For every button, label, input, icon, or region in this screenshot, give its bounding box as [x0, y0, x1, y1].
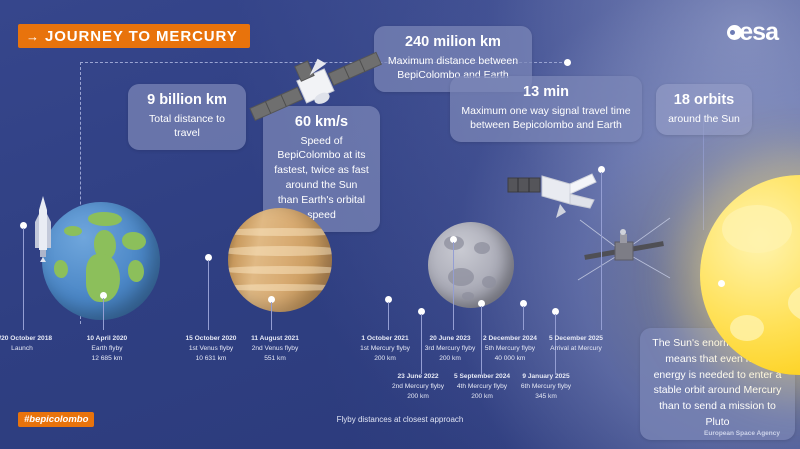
marker-stem	[103, 298, 104, 330]
info-box-value: 60 km/s	[294, 114, 349, 130]
marker-stem	[271, 302, 272, 330]
timeline-event: 2nd Venus flyby	[251, 344, 299, 352]
comms-line-vertical	[80, 62, 81, 324]
marker-stem	[523, 306, 524, 330]
timeline-date: 5 September 2024	[453, 373, 511, 380]
timeline-label-venus-2: 11 August 2021 2nd Venus flyby 551 km	[227, 334, 323, 364]
timeline-event: 4th Mercury flyby	[456, 382, 508, 390]
timeline-label-mercury-4: 5 September 2024 4th Mercury flyby 200 k…	[434, 372, 530, 402]
spacecraft-bepicolombo-icon	[249, 51, 382, 122]
timeline-date: 19/20 October 2018	[0, 335, 53, 342]
timeline-date: 2 December 2024	[483, 335, 537, 342]
timeline-distance: 200 km	[374, 354, 396, 362]
timeline-label-venus-1: 15 October 2020 1st Venus flyby 10 631 k…	[163, 334, 259, 364]
marker-stem	[453, 242, 454, 330]
timeline-event: 1st Mercury flyby	[360, 344, 410, 352]
timeline-distance: 200 km	[439, 354, 461, 362]
marker-dot-icon	[598, 166, 605, 173]
mercury-illustration	[428, 222, 514, 308]
timeline-date: 11 August 2021	[251, 335, 299, 342]
comms-line-endpoint-dot	[564, 59, 571, 66]
timeline-distance: 551 km	[264, 354, 286, 362]
timeline-date: 9 January 2025	[522, 373, 570, 380]
marker-dot-icon	[385, 296, 392, 303]
marker-stem	[555, 314, 556, 374]
info-box-orbits: 18 orbits around the Sun	[656, 84, 752, 136]
info-box-signal-time: 13 min Maximum one way signal travel tim…	[450, 76, 642, 143]
timeline-distance: 345 km	[535, 392, 557, 400]
timeline-label-mercury-5: 2 December 2024 5th Mercury flyby 40 000…	[462, 334, 558, 364]
timeline-label-mercury-3: 20 June 2023 3rd Mercury flyby 200 km	[402, 334, 498, 364]
rocket-icon	[35, 196, 51, 262]
venus-illustration	[228, 208, 332, 312]
timeline-distance: 10 631 km	[195, 354, 227, 362]
marker-dot-icon	[552, 308, 559, 315]
timeline-label-earth-flyby: 10 April 2020 Earth flyby 12 685 km	[59, 334, 155, 364]
marker-stem	[421, 314, 422, 374]
timeline-date: 1 October 2021	[361, 335, 409, 342]
timeline-event: 6th Mercury flyby	[520, 382, 572, 390]
timeline-label-launch: 19/20 October 2018 Launch	[0, 334, 70, 354]
marker-dot-icon	[20, 222, 27, 229]
timeline-label-mercury-1: 1 October 2021 1st Mercury flyby 200 km	[337, 334, 433, 364]
hashtag-badge: #bepicolombo	[18, 412, 95, 427]
marker-stem	[481, 306, 482, 374]
marker-dot-icon	[418, 308, 425, 315]
info-box-total-distance: 9 billion km Total distance to travel	[128, 84, 246, 151]
footnote-text: Flyby distances at closest approach	[336, 415, 464, 424]
timeline-date: 15 October 2020	[185, 335, 237, 342]
esa-logo-text: esa	[739, 18, 779, 46]
marker-stem	[601, 172, 602, 330]
spacecraft-mmo-icon	[577, 217, 671, 281]
timeline-date: 5 December 2025	[549, 335, 603, 342]
marker-stem	[23, 228, 24, 330]
marker-dot-icon	[450, 236, 457, 243]
timeline-event: Launch	[11, 344, 33, 352]
timeline-label-mercury-6: 9 January 2025 6th Mercury flyby 345 km	[498, 372, 594, 402]
info-box-value: 18 orbits	[673, 92, 735, 108]
esa-logo: esa	[727, 18, 779, 46]
timeline-distance: 200 km	[471, 392, 493, 400]
timeline-event: 3rd Mercury flyby	[424, 344, 476, 352]
info-box-caption: Speed of BepiColombo at its fastest, twi…	[274, 134, 369, 222]
timeline-distance: 12 685 km	[91, 354, 123, 362]
timeline-date: 10 April 2020	[86, 335, 128, 342]
info-box-speed: 60 km/s Speed of BepiColombo at its fast…	[263, 106, 380, 232]
timeline-event: Earth flyby	[91, 344, 123, 352]
esa-dot-icon	[727, 25, 743, 40]
marker-dot-icon	[205, 254, 212, 261]
timeline-event: 5th Mercury flyby	[484, 344, 536, 352]
arrow-icon: →	[26, 28, 39, 44]
info-box-caption: Total distance to travel	[149, 112, 225, 140]
spacecraft-mpo-icon	[507, 173, 597, 218]
marker-dot-icon	[718, 280, 725, 287]
credit-text: European Space Agency	[704, 430, 780, 437]
timeline-date: 20 June 2023	[429, 335, 471, 342]
marker-stem	[388, 302, 389, 330]
timeline-label-mercury-2: 23 June 2022 2nd Mercury flyby 200 km	[370, 372, 466, 402]
info-box-caption: Maximum one way signal travel time betwe…	[461, 104, 631, 132]
marker-dot-icon	[268, 296, 275, 303]
marker-dot-icon	[478, 300, 485, 307]
info-box-caption: around the Sun	[668, 112, 740, 125]
timeline-event: 1st Venus flyby	[188, 344, 234, 352]
earth-illustration	[42, 202, 160, 320]
timeline-label-arrival: 5 December 2025 Arrival at Mercury	[528, 334, 624, 354]
timeline-distance: 200 km	[407, 392, 429, 400]
timeline-date: 23 June 2022	[397, 373, 439, 380]
info-box-value: 13 min	[523, 84, 569, 100]
leader-line-orbits	[703, 118, 704, 230]
info-box-value: 9 billion km	[147, 92, 227, 108]
page-title-text: JOURNEY TO MERCURY	[45, 27, 238, 45]
page-title: → JOURNEY TO MERCURY	[18, 24, 250, 48]
timeline-distance: 40 000 km	[494, 354, 526, 362]
timeline-event: Arrival at Mercury	[550, 344, 602, 352]
marker-dot-icon	[100, 292, 107, 299]
marker-stem	[208, 260, 209, 330]
marker-dot-icon	[520, 300, 527, 307]
info-box-value: 240 milion km	[405, 34, 501, 50]
timeline-event: 2nd Mercury flyby	[391, 382, 445, 390]
